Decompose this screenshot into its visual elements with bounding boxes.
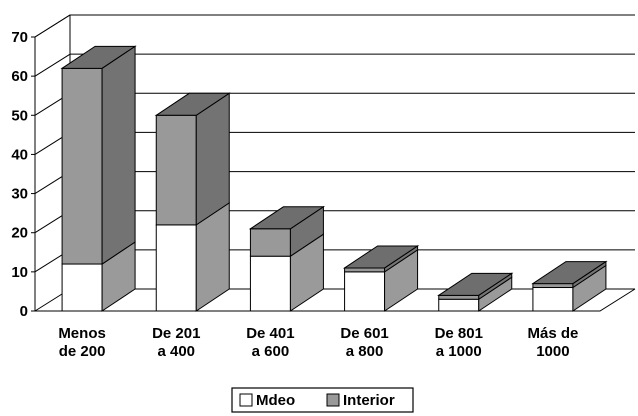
- bar-front-face: [155, 224, 197, 312]
- x-category-label: 1000: [536, 343, 569, 360]
- bar-side-face: [101, 45, 136, 265]
- legend: Mdeo Interior: [231, 387, 414, 413]
- bar-top-face: [248, 206, 326, 230]
- bar-top-face: [531, 261, 608, 285]
- legend-label-mdeo: Mdeo: [256, 392, 295, 409]
- bar-front-face: [249, 255, 291, 312]
- bar-front-face: [155, 114, 197, 226]
- bar-front-face: [532, 287, 574, 312]
- bars: [60, 45, 608, 312]
- gridline-side: [34, 14, 71, 38]
- bar-segment-mdeo: [249, 233, 324, 312]
- bar-segment-interior: [437, 272, 514, 301]
- y-tick-label: 20: [11, 225, 28, 242]
- bar-segment-interior: [154, 92, 231, 226]
- legend-label-interior: Interior: [343, 392, 395, 409]
- x-category-label: De 601: [340, 325, 388, 342]
- y-axis-ticks: 0 10 20 30 40 50 60 70: [11, 29, 36, 320]
- bar-segment-mdeo: [344, 248, 419, 312]
- bar-side-face: [195, 92, 230, 226]
- x-category-label: De 801: [435, 325, 483, 342]
- legend-swatch-mdeo: [239, 393, 253, 407]
- bar-segment-mdeo: [155, 201, 230, 312]
- x-category-label: a 600: [252, 343, 290, 360]
- bar-segment-mdeo: [61, 241, 136, 312]
- bar-top-face: [437, 272, 514, 296]
- x-category-label: a 400: [157, 343, 195, 360]
- bar-top-face: [60, 45, 137, 69]
- bar-front-face: [344, 267, 386, 273]
- bar-front-face: [344, 271, 386, 312]
- x-category-label: Menos: [58, 325, 106, 342]
- x-category-label: Más de: [527, 325, 578, 342]
- bar-front-face: [438, 294, 480, 300]
- y-tick-label: 0: [20, 303, 28, 320]
- bar-segment-mdeo: [532, 264, 607, 312]
- bar-top-face: [154, 92, 231, 116]
- y-tick-label: 30: [11, 186, 28, 203]
- bar-segment-interior: [342, 245, 420, 273]
- x-category-label: a 1000: [436, 343, 482, 360]
- y-tick-label: 40: [11, 146, 28, 163]
- bar-front-face: [61, 67, 103, 265]
- x-category-label: De 201: [152, 325, 200, 342]
- gridline-side: [34, 53, 71, 77]
- y-tick-label: 10: [11, 264, 28, 281]
- bar-front-face: [438, 298, 480, 312]
- bar-segment-interior: [248, 205, 326, 258]
- x-category-label: de 200: [59, 343, 106, 360]
- y-tick-label: 50: [11, 107, 28, 124]
- floor-edge: [35, 288, 636, 312]
- bar-front-face: [61, 263, 103, 312]
- y-tick-label: 70: [11, 29, 28, 46]
- legend-box: [231, 387, 414, 413]
- y-tick-label: 60: [11, 68, 28, 85]
- x-category-label: De 401: [246, 325, 294, 342]
- x-category-label: a 800: [346, 343, 384, 360]
- legend-swatch-interior: [326, 393, 340, 407]
- back-wall-top-edge: [34, 14, 635, 38]
- bar-front-face: [249, 228, 291, 257]
- bar-front-face: [532, 283, 574, 289]
- bar-top-face: [342, 245, 420, 269]
- bar-segment-interior: [531, 260, 608, 289]
- bar-segment-interior: [60, 45, 137, 265]
